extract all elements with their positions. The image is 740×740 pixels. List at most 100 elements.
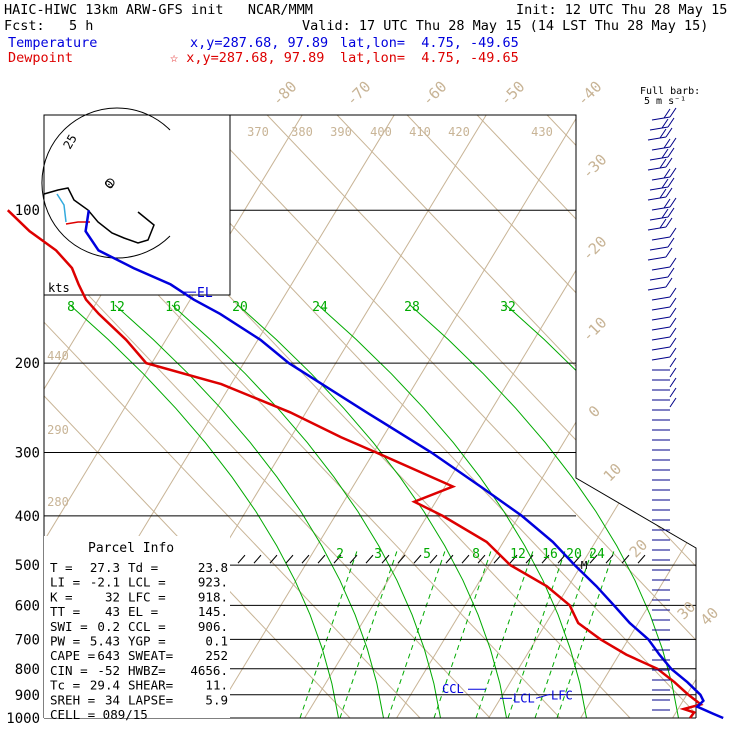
wind-barb-staff <box>651 116 671 121</box>
hodograph-units: kts <box>48 281 70 295</box>
wind-barb <box>647 157 673 171</box>
hodograph-trace-upper <box>43 187 155 244</box>
wind-barb-flag <box>659 218 667 229</box>
hatch-mark <box>381 554 390 564</box>
saturation-adiabat-line <box>171 304 441 718</box>
parcel-label: CIN = <box>50 663 88 678</box>
pressure-tick-label: 100 <box>15 203 40 219</box>
hodograph-ring-outer <box>41 107 171 259</box>
theta-label: 400 <box>370 125 392 139</box>
barb-legend-units: 5 m s⁻¹ <box>644 96 686 107</box>
forecast-hour: Fcst: 5 h <box>4 18 94 34</box>
wind-barb-staff <box>647 136 667 141</box>
wind-barb <box>649 207 675 221</box>
wind-barb-flag <box>659 158 667 169</box>
parcel-value: 0.1 <box>205 634 228 649</box>
mixing-ratio-line <box>507 547 567 718</box>
wind-barb-flag <box>667 267 675 278</box>
pressure-tick-label: 300 <box>15 445 40 461</box>
wind-barb <box>652 397 677 411</box>
wind-barb <box>651 307 677 321</box>
wind-barb <box>649 147 675 161</box>
pressure-tick-label: 700 <box>15 632 40 648</box>
dry-adiabat-line <box>266 115 696 718</box>
wind-barb-staff <box>649 156 669 161</box>
temperature-xy: x,y=287.68, 97.89 <box>190 35 329 51</box>
hatch-mark <box>541 554 550 564</box>
hatch-mark <box>461 554 470 564</box>
parcel-value: 145. <box>198 604 228 619</box>
wind-barb-staff <box>651 356 671 361</box>
wind-barb-flag <box>667 177 675 188</box>
wind-barb <box>652 367 677 381</box>
hatch-mark <box>269 554 278 564</box>
parcel-label: EL = <box>128 604 158 619</box>
wind-barb <box>651 287 677 301</box>
wind-barb <box>647 247 673 261</box>
wind-barb-flag <box>661 118 669 129</box>
ccl-marker-label: CCL <box>442 682 464 696</box>
mixing-ratio-label: 20 <box>566 547 582 562</box>
mixing-ratio-label: 12 <box>109 300 125 315</box>
wind-barb-flag <box>669 287 677 298</box>
wind-barb-staff <box>651 336 671 341</box>
wind-barb <box>651 107 677 121</box>
wind-barb-staff <box>647 286 667 291</box>
dry-adiabat-line <box>196 115 696 718</box>
wind-barb-staff <box>651 306 671 311</box>
wind-barb <box>651 297 677 311</box>
mixing-ratio-label: 16 <box>542 547 558 562</box>
wind-barb <box>649 177 675 191</box>
wind-barb <box>651 137 677 151</box>
theta-label: 290 <box>47 423 69 437</box>
wind-barb-flag <box>665 127 673 138</box>
dry-adiabat-line <box>44 115 421 718</box>
dewpoint-xy: ☆ x,y=287.68, 97.89 <box>170 50 325 66</box>
parcel-info-box <box>44 536 230 718</box>
parcel-value: 918. <box>198 589 228 604</box>
parcel-value: 906. <box>198 619 228 634</box>
theta-label: 370 <box>247 125 269 139</box>
theta-label: 430 <box>531 125 553 139</box>
hatch-mark <box>397 554 406 564</box>
parcel-value: 252 <box>205 648 228 663</box>
parcel-label: LI = <box>50 575 80 590</box>
wind-barb <box>651 327 677 341</box>
hatch-mark <box>637 554 646 564</box>
wind-barb-flag <box>665 217 673 228</box>
hodograph-box <box>43 114 231 296</box>
wind-barb-flag <box>665 187 673 198</box>
parcel-value: 29.4 <box>90 678 120 693</box>
wind-barb-flag <box>665 157 673 168</box>
wind-barb-flag <box>669 347 677 358</box>
wind-barb-staff <box>651 176 671 181</box>
isotherm-label: -20 <box>579 233 611 265</box>
mixing-ratio-label: 24 <box>589 547 605 562</box>
wind-barb-flag <box>661 178 669 189</box>
parcel-value: 11. <box>205 678 228 693</box>
dry-adiabat-line <box>476 115 696 718</box>
chart-title: HAIC-HIWC 13km ARW-GFS init NCAR/MMM <box>4 2 313 18</box>
parcel-value: 43 <box>105 604 120 619</box>
mixing-ratio-label: 16 <box>165 300 181 315</box>
isotherm-line <box>212 115 579 718</box>
wind-barb-flag <box>661 208 669 219</box>
temperature-profile <box>84 210 724 720</box>
mixing-ratio-label: 20 <box>232 300 248 315</box>
wind-barb <box>649 237 675 251</box>
wind-barb-staff <box>651 346 671 351</box>
parcel-value: 5.9 <box>205 692 228 707</box>
hatch-mark <box>349 554 358 564</box>
mixing-ratio-label: 28 <box>404 300 420 315</box>
pressure-tick-label: 200 <box>15 356 40 372</box>
isotherm-line <box>396 115 696 718</box>
parcel-value: -52 <box>97 663 120 678</box>
pressure-tick-label: 600 <box>15 598 40 614</box>
hodograph-ring-label: 25 <box>60 132 79 152</box>
hatch-mark <box>285 554 294 564</box>
mixing-ratio-label: 32 <box>500 300 516 315</box>
pressure-tick-label: 800 <box>15 662 40 678</box>
parcel-label: CAPE = <box>50 648 95 663</box>
wind-barb-staff <box>651 146 671 151</box>
